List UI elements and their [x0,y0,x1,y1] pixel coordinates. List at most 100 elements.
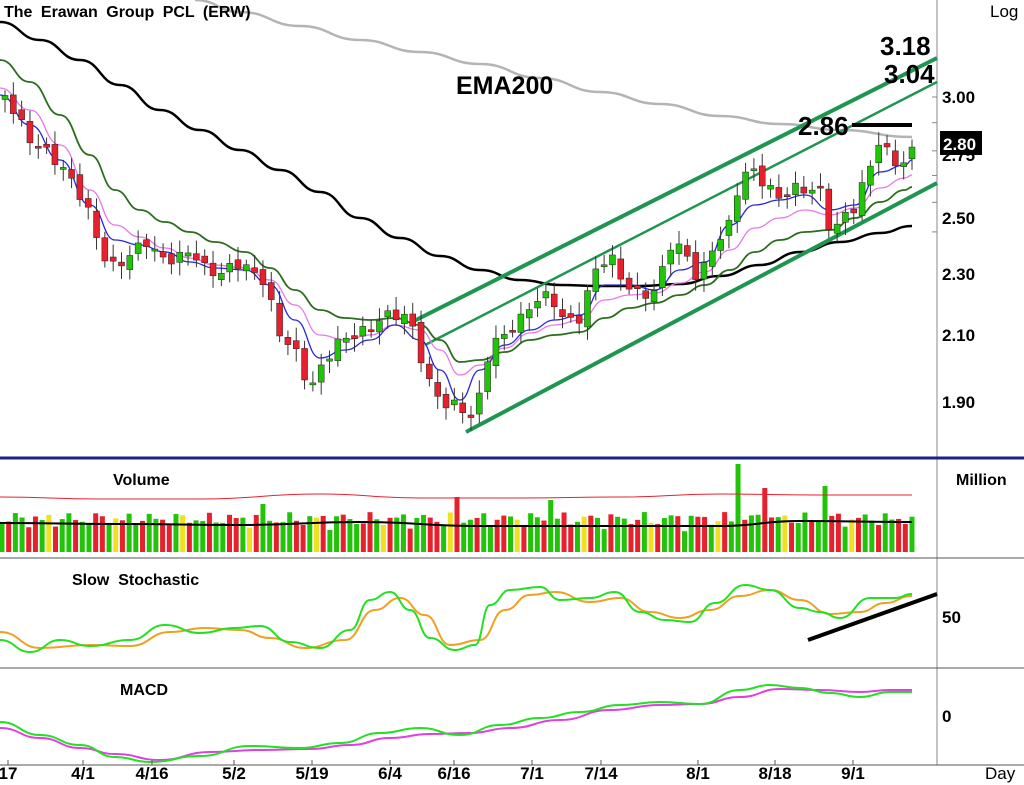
volume-bar [849,519,855,552]
target-high-annotation: 3.18 [880,31,931,61]
volume-bar [193,520,199,552]
candle-body [76,174,84,200]
volume-bar [394,517,400,552]
volume-bar [869,520,875,552]
volume-average-line [0,493,912,500]
stochastic-panel-title: Slow Stochastic [72,572,199,589]
volume-bar [481,513,487,552]
volume-bar [789,522,795,552]
candle-body [700,262,708,280]
volume-bar [835,513,841,552]
volume-bar [441,525,447,552]
candle-body [750,168,758,172]
volume-bar [876,524,882,552]
candle-body [767,185,774,190]
candle-body [292,340,300,349]
candle-body [243,264,250,272]
candle-body [18,109,25,120]
candle-body [417,321,425,364]
macd-tick-label: 0 [942,707,951,726]
chart-title: The Erawan Group PCL (ERW) [4,4,251,21]
volume-bar [595,517,601,552]
candle-body [434,382,441,397]
candle-body [101,237,109,262]
volume-bar [728,521,734,552]
candle-body [800,186,808,194]
x-tick-label: 6/4 [378,764,402,783]
volume-bar [93,513,99,552]
candle-body [35,146,42,149]
candle-body [492,337,500,366]
x-tick-label: 7/14 [584,764,618,783]
volume-bar [46,514,52,552]
volume-bar [715,521,721,552]
volume-bar [173,513,179,552]
candle-body [559,309,566,317]
y-tick-label: 2.30 [942,265,975,284]
volume-bar [260,504,266,552]
x-tick-label: 7/1 [520,764,544,783]
volume-bar [273,522,279,552]
candle-body [409,313,416,327]
candlesticks [1,82,916,431]
candle-body [842,212,849,223]
volume-bar [882,513,888,552]
volume-bar [641,512,647,552]
x-tick-label: 5/19 [295,764,328,783]
volume-bar [862,514,868,552]
candle-body [850,208,858,214]
stochastic-tick-label: 50 [942,608,961,627]
volume-bar [755,514,761,552]
channel-upper-line [411,56,938,324]
volume-bar [661,518,667,552]
volume-bar [59,519,65,552]
short-ma-line [0,87,913,376]
candle-body [109,256,117,262]
volume-bar [106,524,112,552]
candle-body [467,414,475,418]
ema200-annotation: EMA200 [456,72,553,100]
candle-body [384,310,392,318]
volume-bar [400,514,406,552]
volume-bar [293,520,299,552]
candle-body [858,182,866,216]
volume-bar [367,512,373,552]
candle-body [93,210,100,238]
volume-bar [300,524,306,552]
volume-bar [896,518,902,552]
candle-body [667,249,674,265]
volume-bars [0,464,915,552]
candle-body [1,95,9,100]
volume-bar [6,521,12,552]
candle-body [833,223,841,234]
volume-bar [19,517,25,552]
candle-body [725,219,733,236]
volume-bar [487,526,493,552]
candle-body [359,326,367,337]
candle-body [808,189,816,194]
volume-bar [514,519,520,552]
volume-bar [648,522,654,552]
y-tick-label: 3.00 [942,88,975,107]
volume-bar [795,523,801,552]
volume-bar [160,519,166,552]
candle-body [600,264,608,268]
volume-bar [233,518,239,552]
volume-bar [227,514,232,552]
candle-body [309,382,317,386]
volume-bar [320,515,326,552]
candle-body [218,273,225,280]
x-tick-label: 5/2 [222,764,246,783]
candle-body [209,262,217,277]
medium-ma-line [0,59,913,363]
candle-body [442,393,450,409]
macd-panel-title: MACD [120,682,168,699]
volume-bar [735,464,741,552]
resistance-annotation: 2.86 [798,111,849,141]
volume-bar [86,523,92,552]
volume-bar [32,516,38,552]
volume-bar [133,524,139,552]
x-tick-label: 4/16 [135,764,168,783]
volume-bar [628,524,634,552]
